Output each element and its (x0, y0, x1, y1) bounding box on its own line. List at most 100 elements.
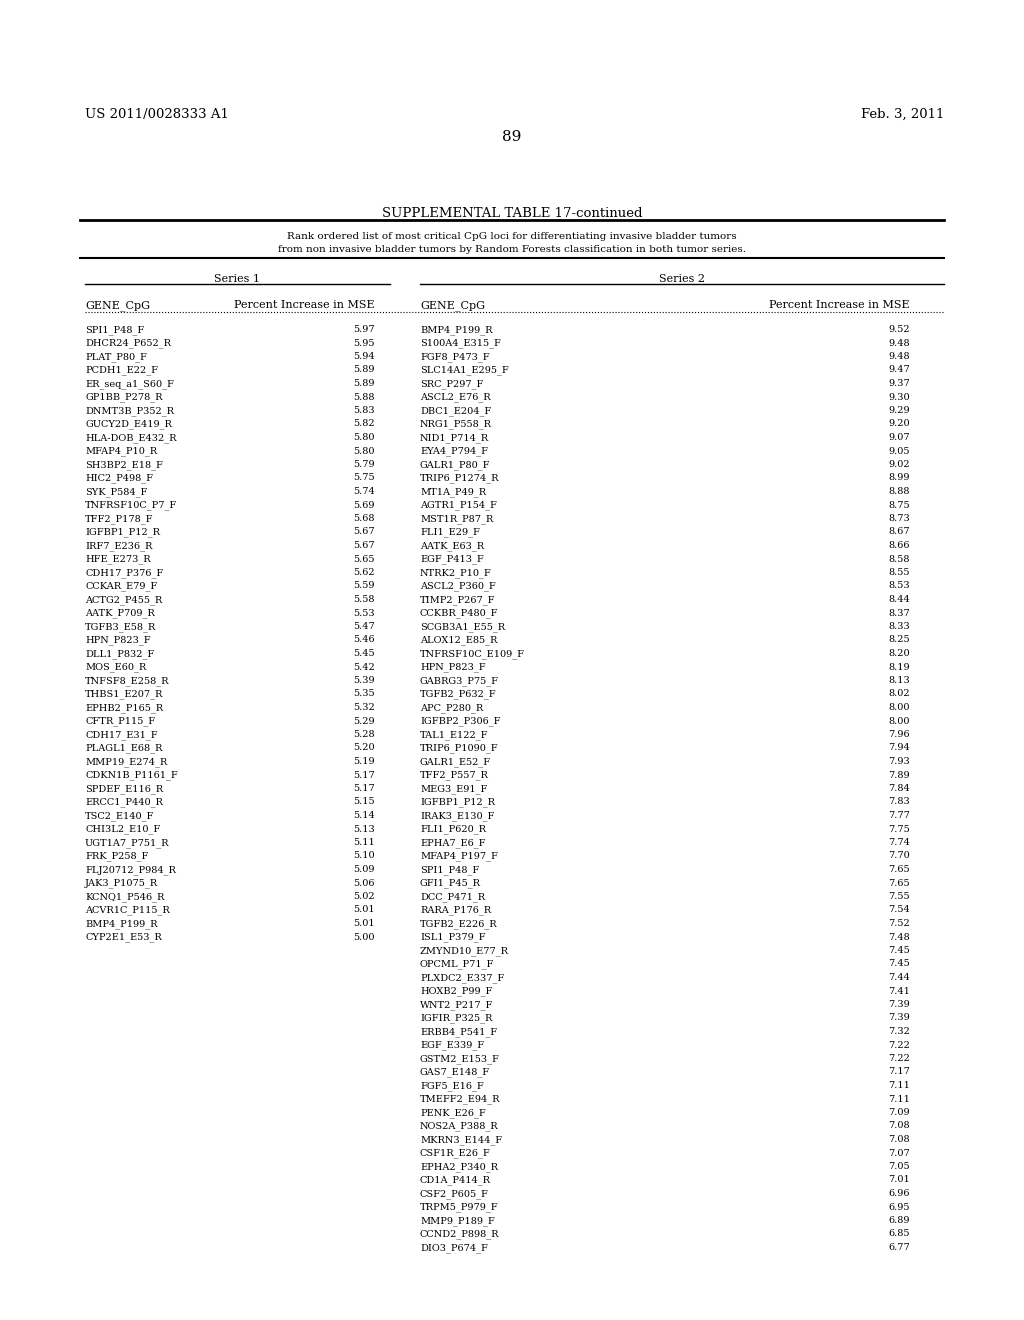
Text: GALR1_E52_F: GALR1_E52_F (420, 756, 492, 767)
Text: IGFIR_P325_R: IGFIR_P325_R (420, 1014, 493, 1023)
Text: 8.25: 8.25 (889, 635, 910, 644)
Text: ACVR1C_P115_R: ACVR1C_P115_R (85, 906, 170, 915)
Text: 7.05: 7.05 (889, 1162, 910, 1171)
Text: CSF2_P605_F: CSF2_P605_F (420, 1189, 488, 1199)
Text: KCNQ1_P546_R: KCNQ1_P546_R (85, 892, 165, 902)
Text: IGFBP1_P12_R: IGFBP1_P12_R (420, 797, 495, 808)
Text: IRAK3_E130_F: IRAK3_E130_F (420, 810, 495, 821)
Text: 9.05: 9.05 (889, 446, 910, 455)
Text: 7.39: 7.39 (888, 1014, 910, 1023)
Text: Rank ordered list of most critical CpG loci for differentiating invasive bladder: Rank ordered list of most critical CpG l… (287, 232, 737, 242)
Text: S100A4_E315_F: S100A4_E315_F (420, 338, 501, 348)
Text: TFF2_P178_F: TFF2_P178_F (85, 513, 154, 524)
Text: EGF_P413_F: EGF_P413_F (420, 554, 483, 564)
Text: 5.80: 5.80 (353, 433, 375, 442)
Text: 7.08: 7.08 (889, 1135, 910, 1144)
Text: 7.01: 7.01 (888, 1176, 910, 1184)
Text: NID1_P714_R: NID1_P714_R (420, 433, 489, 442)
Text: IGFBP1_P12_R: IGFBP1_P12_R (85, 528, 160, 537)
Text: HFE_E273_R: HFE_E273_R (85, 554, 151, 564)
Text: 7.77: 7.77 (888, 810, 910, 820)
Text: 5.13: 5.13 (353, 825, 375, 833)
Text: WNT2_P217_F: WNT2_P217_F (420, 1001, 494, 1010)
Text: GENE_CpG: GENE_CpG (420, 300, 485, 310)
Text: 5.14: 5.14 (353, 810, 375, 820)
Text: 6.95: 6.95 (889, 1203, 910, 1212)
Text: 8.44: 8.44 (888, 595, 910, 605)
Text: Percent Increase in MSE: Percent Increase in MSE (769, 300, 910, 310)
Text: 8.75: 8.75 (889, 500, 910, 510)
Text: 5.19: 5.19 (353, 756, 375, 766)
Text: Feb. 3, 2011: Feb. 3, 2011 (860, 108, 944, 121)
Text: IRF7_E236_R: IRF7_E236_R (85, 541, 153, 550)
Text: MEG3_E91_F: MEG3_E91_F (420, 784, 487, 793)
Text: 7.32: 7.32 (888, 1027, 910, 1036)
Text: EGF_E339_F: EGF_E339_F (420, 1040, 484, 1051)
Text: 5.80: 5.80 (353, 446, 375, 455)
Text: 9.02: 9.02 (889, 459, 910, 469)
Text: 7.45: 7.45 (888, 946, 910, 954)
Text: EPHB2_P165_R: EPHB2_P165_R (85, 704, 163, 713)
Text: 5.15: 5.15 (353, 797, 375, 807)
Text: MFAP4_P197_F: MFAP4_P197_F (420, 851, 498, 861)
Text: 5.89: 5.89 (353, 366, 375, 375)
Text: HIC2_P498_F: HIC2_P498_F (85, 474, 153, 483)
Text: SRC_P297_F: SRC_P297_F (420, 379, 483, 388)
Text: FGF5_E16_F: FGF5_E16_F (420, 1081, 483, 1090)
Text: 7.22: 7.22 (888, 1053, 910, 1063)
Text: NRG1_P558_R: NRG1_P558_R (420, 420, 492, 429)
Text: GAS7_E148_F: GAS7_E148_F (420, 1068, 490, 1077)
Text: RARA_P176_R: RARA_P176_R (420, 906, 492, 915)
Text: CDH17_P376_F: CDH17_P376_F (85, 568, 163, 578)
Text: 9.20: 9.20 (889, 420, 910, 429)
Text: NTRK2_P10_F: NTRK2_P10_F (420, 568, 492, 578)
Text: 7.96: 7.96 (889, 730, 910, 739)
Text: PLAGL1_E68_R: PLAGL1_E68_R (85, 743, 163, 754)
Text: GUCY2D_E419_R: GUCY2D_E419_R (85, 420, 172, 429)
Text: EYA4_P794_F: EYA4_P794_F (420, 446, 488, 457)
Text: 8.88: 8.88 (889, 487, 910, 496)
Text: 7.94: 7.94 (888, 743, 910, 752)
Text: 7.45: 7.45 (888, 960, 910, 969)
Text: 5.94: 5.94 (353, 352, 375, 360)
Text: 7.17: 7.17 (888, 1068, 910, 1077)
Text: TRIP6_P1274_R: TRIP6_P1274_R (420, 474, 500, 483)
Text: CD1A_P414_R: CD1A_P414_R (420, 1176, 490, 1185)
Text: FRK_P258_F: FRK_P258_F (85, 851, 148, 861)
Text: 8.02: 8.02 (889, 689, 910, 698)
Text: CYP2E1_E53_R: CYP2E1_E53_R (85, 932, 162, 942)
Text: 7.39: 7.39 (888, 1001, 910, 1008)
Text: 5.06: 5.06 (353, 879, 375, 887)
Text: DIO3_P674_F: DIO3_P674_F (420, 1243, 487, 1253)
Text: 9.29: 9.29 (889, 407, 910, 414)
Text: TNFSF8_E258_R: TNFSF8_E258_R (85, 676, 170, 685)
Text: 7.84: 7.84 (888, 784, 910, 793)
Text: TAL1_E122_F: TAL1_E122_F (420, 730, 488, 739)
Text: 7.74: 7.74 (888, 838, 910, 847)
Text: TNFRSF10C_E109_F: TNFRSF10C_E109_F (420, 649, 525, 659)
Text: DBC1_E204_F: DBC1_E204_F (420, 407, 492, 416)
Text: 7.11: 7.11 (888, 1094, 910, 1104)
Text: 7.83: 7.83 (888, 797, 910, 807)
Text: SPDEF_E116_R: SPDEF_E116_R (85, 784, 163, 793)
Text: Series 1: Series 1 (214, 275, 260, 284)
Text: 5.09: 5.09 (353, 865, 375, 874)
Text: US 2011/0028333 A1: US 2011/0028333 A1 (85, 108, 229, 121)
Text: NOS2A_P388_R: NOS2A_P388_R (420, 1122, 499, 1131)
Text: TGFB2_P632_F: TGFB2_P632_F (420, 689, 497, 700)
Text: PENK_E26_F: PENK_E26_F (420, 1107, 485, 1118)
Text: CFTR_P115_F: CFTR_P115_F (85, 717, 155, 726)
Text: 8.33: 8.33 (888, 622, 910, 631)
Text: 9.47: 9.47 (888, 366, 910, 375)
Text: 5.75: 5.75 (353, 474, 375, 483)
Text: PCDH1_E22_F: PCDH1_E22_F (85, 366, 158, 375)
Text: DCC_P471_R: DCC_P471_R (420, 892, 485, 902)
Text: 7.75: 7.75 (888, 825, 910, 833)
Text: TNFRSF10C_P7_F: TNFRSF10C_P7_F (85, 500, 177, 511)
Text: ASCL2_E76_R: ASCL2_E76_R (420, 392, 490, 403)
Text: 5.47: 5.47 (353, 622, 375, 631)
Text: 8.73: 8.73 (888, 513, 910, 523)
Text: 6.77: 6.77 (888, 1243, 910, 1251)
Text: 5.32: 5.32 (353, 704, 375, 711)
Text: HPN_P823_F: HPN_P823_F (420, 663, 485, 672)
